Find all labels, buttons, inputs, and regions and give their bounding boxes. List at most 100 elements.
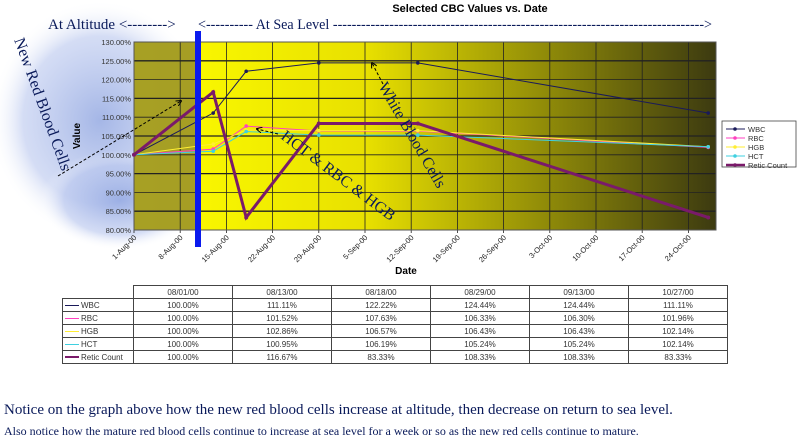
x-axis-label: Date bbox=[395, 266, 417, 277]
table-cell: 106.57% bbox=[331, 324, 431, 338]
table-corner bbox=[63, 286, 134, 299]
table-cell: 100.00% bbox=[133, 324, 233, 338]
table-cell: 111.11% bbox=[628, 298, 728, 312]
data-point bbox=[316, 121, 321, 126]
table-cell: 116.67% bbox=[232, 350, 332, 364]
data-point bbox=[317, 128, 321, 133]
table-header: 09/13/00 bbox=[529, 285, 629, 299]
y-tick-label: 125.00% bbox=[101, 57, 131, 66]
y-tick-label: 90.00% bbox=[106, 188, 132, 197]
x-tick-label: 15-Aug-00 bbox=[200, 233, 231, 264]
annotation-sea-level: <---------- At Sea Level ---------------… bbox=[198, 17, 712, 33]
row-label: HGB bbox=[62, 324, 134, 338]
table-header: 08/01/00 bbox=[133, 285, 233, 299]
table-cell: 105.24% bbox=[529, 337, 629, 351]
data-point bbox=[416, 133, 420, 137]
legend-marker bbox=[733, 154, 737, 158]
legend-marker bbox=[733, 163, 737, 167]
table-cell: 100.00% bbox=[133, 337, 233, 351]
table-header: 08/13/00 bbox=[232, 285, 332, 299]
data-point bbox=[706, 111, 710, 115]
y-tick-label: 85.00% bbox=[106, 207, 132, 216]
table-cell: 100.00% bbox=[133, 311, 233, 325]
data-point bbox=[317, 133, 321, 137]
data-point bbox=[132, 152, 136, 157]
table-cell: 106.43% bbox=[529, 324, 629, 338]
table-cell: 107.63% bbox=[331, 311, 431, 325]
data-point bbox=[211, 142, 215, 146]
table-cell: 101.96% bbox=[628, 311, 728, 325]
table-cell: 102.86% bbox=[232, 324, 332, 338]
x-tick-label: 10-Oct-00 bbox=[570, 233, 600, 263]
data-point bbox=[706, 144, 710, 149]
altitude-sea-level-divider bbox=[195, 31, 201, 247]
y-tick-label: 100.00% bbox=[101, 151, 131, 160]
data-point bbox=[244, 69, 248, 74]
table-cell: 100.95% bbox=[232, 337, 332, 351]
data-point bbox=[211, 111, 215, 115]
y-tick-label: 130.00% bbox=[101, 38, 131, 47]
table-cell: 100.00% bbox=[133, 350, 233, 364]
legend-label: HGB bbox=[748, 143, 764, 152]
data-point bbox=[706, 215, 711, 220]
row-label: RBC bbox=[62, 311, 134, 325]
data-point bbox=[244, 124, 248, 128]
new-rbc-arrow bbox=[57, 101, 181, 177]
data-table: 08/01/00 08/13/00 08/18/00 08/29/00 09/13/00… bbox=[62, 285, 728, 364]
table-cell: 105.24% bbox=[430, 337, 530, 351]
table-cell: 122.22% bbox=[331, 298, 431, 312]
table-header: 08/29/00 bbox=[430, 285, 530, 299]
y-tick-label: 105.00% bbox=[101, 132, 131, 141]
legend-label: RBC bbox=[748, 134, 764, 143]
legend-marker bbox=[733, 127, 737, 131]
table-cell: 83.33% bbox=[331, 350, 431, 364]
y-axis-label: Value bbox=[72, 123, 83, 150]
x-tick-label: 24-Oct-00 bbox=[663, 233, 693, 263]
annotation-altitude: At Altitude <--------> bbox=[48, 17, 176, 33]
row-label: Retic Count bbox=[62, 350, 134, 364]
x-tick-label: 17-Oct-00 bbox=[617, 233, 647, 263]
legend-marker bbox=[733, 145, 737, 149]
data-point bbox=[317, 61, 321, 65]
table-row: HGB 100.00% 102.86% 106.57% 106.43% 106.43% 10… bbox=[62, 324, 728, 338]
table-cell: 83.33% bbox=[628, 350, 728, 364]
legend-label: Retic Count bbox=[748, 161, 788, 170]
table-cell: 124.44% bbox=[430, 298, 530, 312]
table-cell: 106.19% bbox=[331, 337, 431, 351]
row-label: HCT bbox=[62, 337, 134, 351]
data-point bbox=[416, 61, 420, 65]
data-point bbox=[211, 90, 216, 95]
x-tick-label: 12-Sep-00 bbox=[384, 233, 415, 264]
data-point bbox=[244, 215, 249, 220]
table-cell: 106.30% bbox=[529, 311, 629, 325]
legend-marker bbox=[733, 136, 737, 140]
chart-title: Selected CBC Values vs. Date bbox=[392, 3, 547, 15]
table-cell: 101.52% bbox=[232, 311, 332, 325]
x-tick-label: 26-Sep-00 bbox=[477, 233, 508, 264]
data-point bbox=[415, 121, 420, 126]
table-cell: 108.33% bbox=[529, 350, 629, 364]
y-tick-label: 110.00% bbox=[102, 113, 131, 122]
legend-label: WBC bbox=[748, 125, 766, 134]
y-tick-label: 95.00% bbox=[106, 170, 132, 179]
data-point bbox=[244, 129, 248, 134]
wbc-arrow bbox=[372, 63, 384, 85]
table-cell: 106.43% bbox=[430, 324, 530, 338]
table-cell: 102.14% bbox=[628, 324, 728, 338]
table-cell: 124.44% bbox=[529, 298, 629, 312]
legend-label: HCT bbox=[748, 152, 764, 161]
table-cell: 102.14% bbox=[628, 337, 728, 351]
y-tick-label: 115.00% bbox=[102, 94, 131, 103]
x-tick-label: 29-Aug-00 bbox=[292, 233, 323, 264]
table-header: 08/18/00 bbox=[331, 285, 431, 299]
data-point bbox=[416, 128, 420, 133]
table-row: WBC 100.00% 111.11% 122.22% 124.44% 124.44% 11… bbox=[62, 298, 728, 312]
plot-border bbox=[133, 41, 717, 231]
data-point bbox=[211, 149, 215, 154]
table-row: HCT 100.00% 100.95% 106.19% 105.24% 105.24% 10… bbox=[62, 337, 728, 351]
table-cell: 100.00% bbox=[133, 298, 233, 312]
note-line-1: Notice on the graph above how the new re… bbox=[4, 402, 673, 418]
y-tick-label: 80.00% bbox=[106, 226, 132, 235]
x-tick-label: 3-Oct-00 bbox=[527, 233, 554, 260]
